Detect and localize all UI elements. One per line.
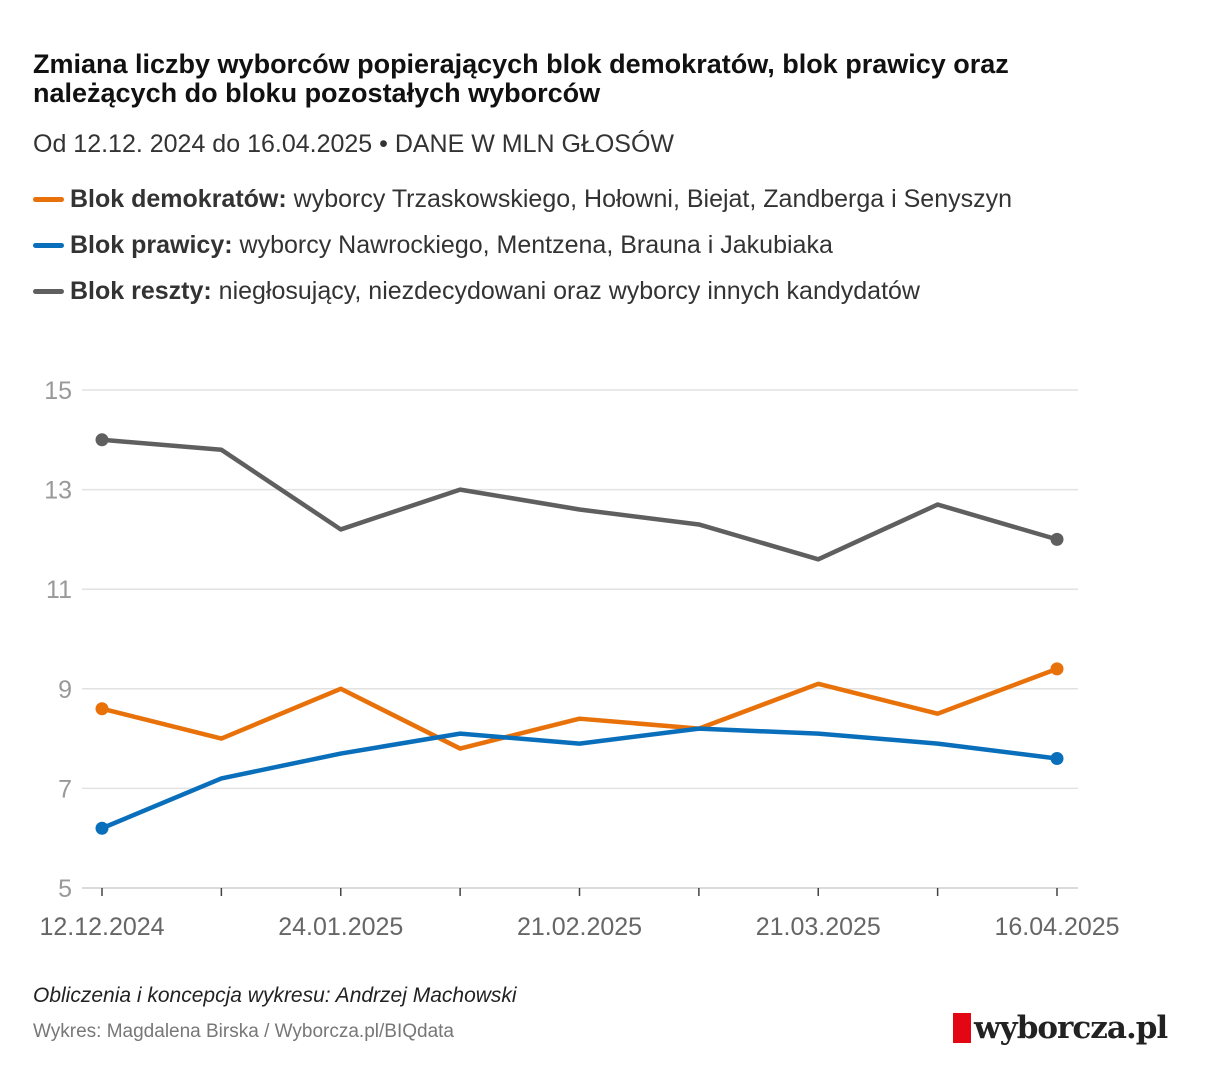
y-tick-label: 7: [58, 775, 72, 803]
credit-author: Obliczenia i koncepcja wykresu: Andrzej …: [33, 984, 517, 1007]
legend-item-rest: Blok reszty: niegłosujący, niezdecydowan…: [33, 272, 1033, 311]
wyborcza-logo: wyborcza.pl: [953, 1010, 1168, 1046]
legend-swatch-democrats: [33, 197, 64, 202]
legend-item-democrats: Blok demokratów: wyborcy Trzaskowskiego,…: [33, 180, 1033, 219]
legend-label-right: Blok prawicy:: [70, 231, 233, 259]
x-tick-label: 12.12.2024: [39, 913, 164, 941]
logo-text: wyborcza.pl: [974, 1010, 1168, 1046]
line-chart: 5 7 9 11 13 15 12.12.2024 24.01.2025 21.02.2025 2…: [39, 377, 1119, 941]
legend-desc-right: wyborcy Nawrockiego, Mentzena, Brauna i …: [232, 231, 833, 259]
series-point-0: [1050, 532, 1064, 546]
legend: Blok demokratów: wyborcy Trzaskowskiego,…: [33, 180, 1033, 318]
chart-subtitle: Od 12.12. 2024 do 16.04.2025 • DANE W ML…: [33, 130, 675, 158]
series-line-0: [99, 437, 1060, 562]
legend-desc-democrats: wyborcy Trzaskowskiego, Hołowni, Biejat,…: [286, 185, 1013, 213]
credit-source: Wykres: Magdalena Birska / Wyborcza.pl/B…: [33, 1021, 454, 1042]
series-point-0: [95, 433, 109, 447]
x-tick-label: 21.03.2025: [756, 913, 881, 941]
legend-label-rest: Blok reszty:: [70, 277, 212, 305]
x-tick-label: 24.01.2025: [278, 913, 403, 941]
series-point-2: [95, 821, 109, 835]
legend-label-democrats: Blok demokratów:: [70, 185, 287, 213]
series-line-1: [99, 666, 1060, 751]
series-line-2: [99, 726, 1060, 831]
y-tick-label: 11: [46, 576, 72, 604]
y-tick-label: 15: [44, 377, 72, 405]
y-tick-label: 9: [58, 676, 72, 704]
legend-desc-rest: niegłosujący, niezdecydowani oraz wyborc…: [211, 277, 920, 305]
chart-title: Zmiana liczby wyborców popierających blo…: [33, 49, 1009, 108]
x-tick-label: 21.02.2025: [517, 913, 642, 941]
x-tick-label: 16.04.2025: [994, 913, 1119, 941]
y-tick-label: 13: [44, 477, 72, 505]
legend-swatch-right: [33, 243, 64, 248]
series-point-2: [1050, 752, 1064, 766]
logo-red-mark: [953, 1013, 971, 1043]
y-tick-label: 5: [58, 875, 72, 903]
legend-swatch-rest: [33, 289, 64, 294]
series-point-1: [1050, 662, 1064, 676]
series-point-1: [95, 702, 109, 716]
legend-item-right: Blok prawicy: wyborcy Nawrockiego, Mentz…: [33, 226, 1033, 265]
